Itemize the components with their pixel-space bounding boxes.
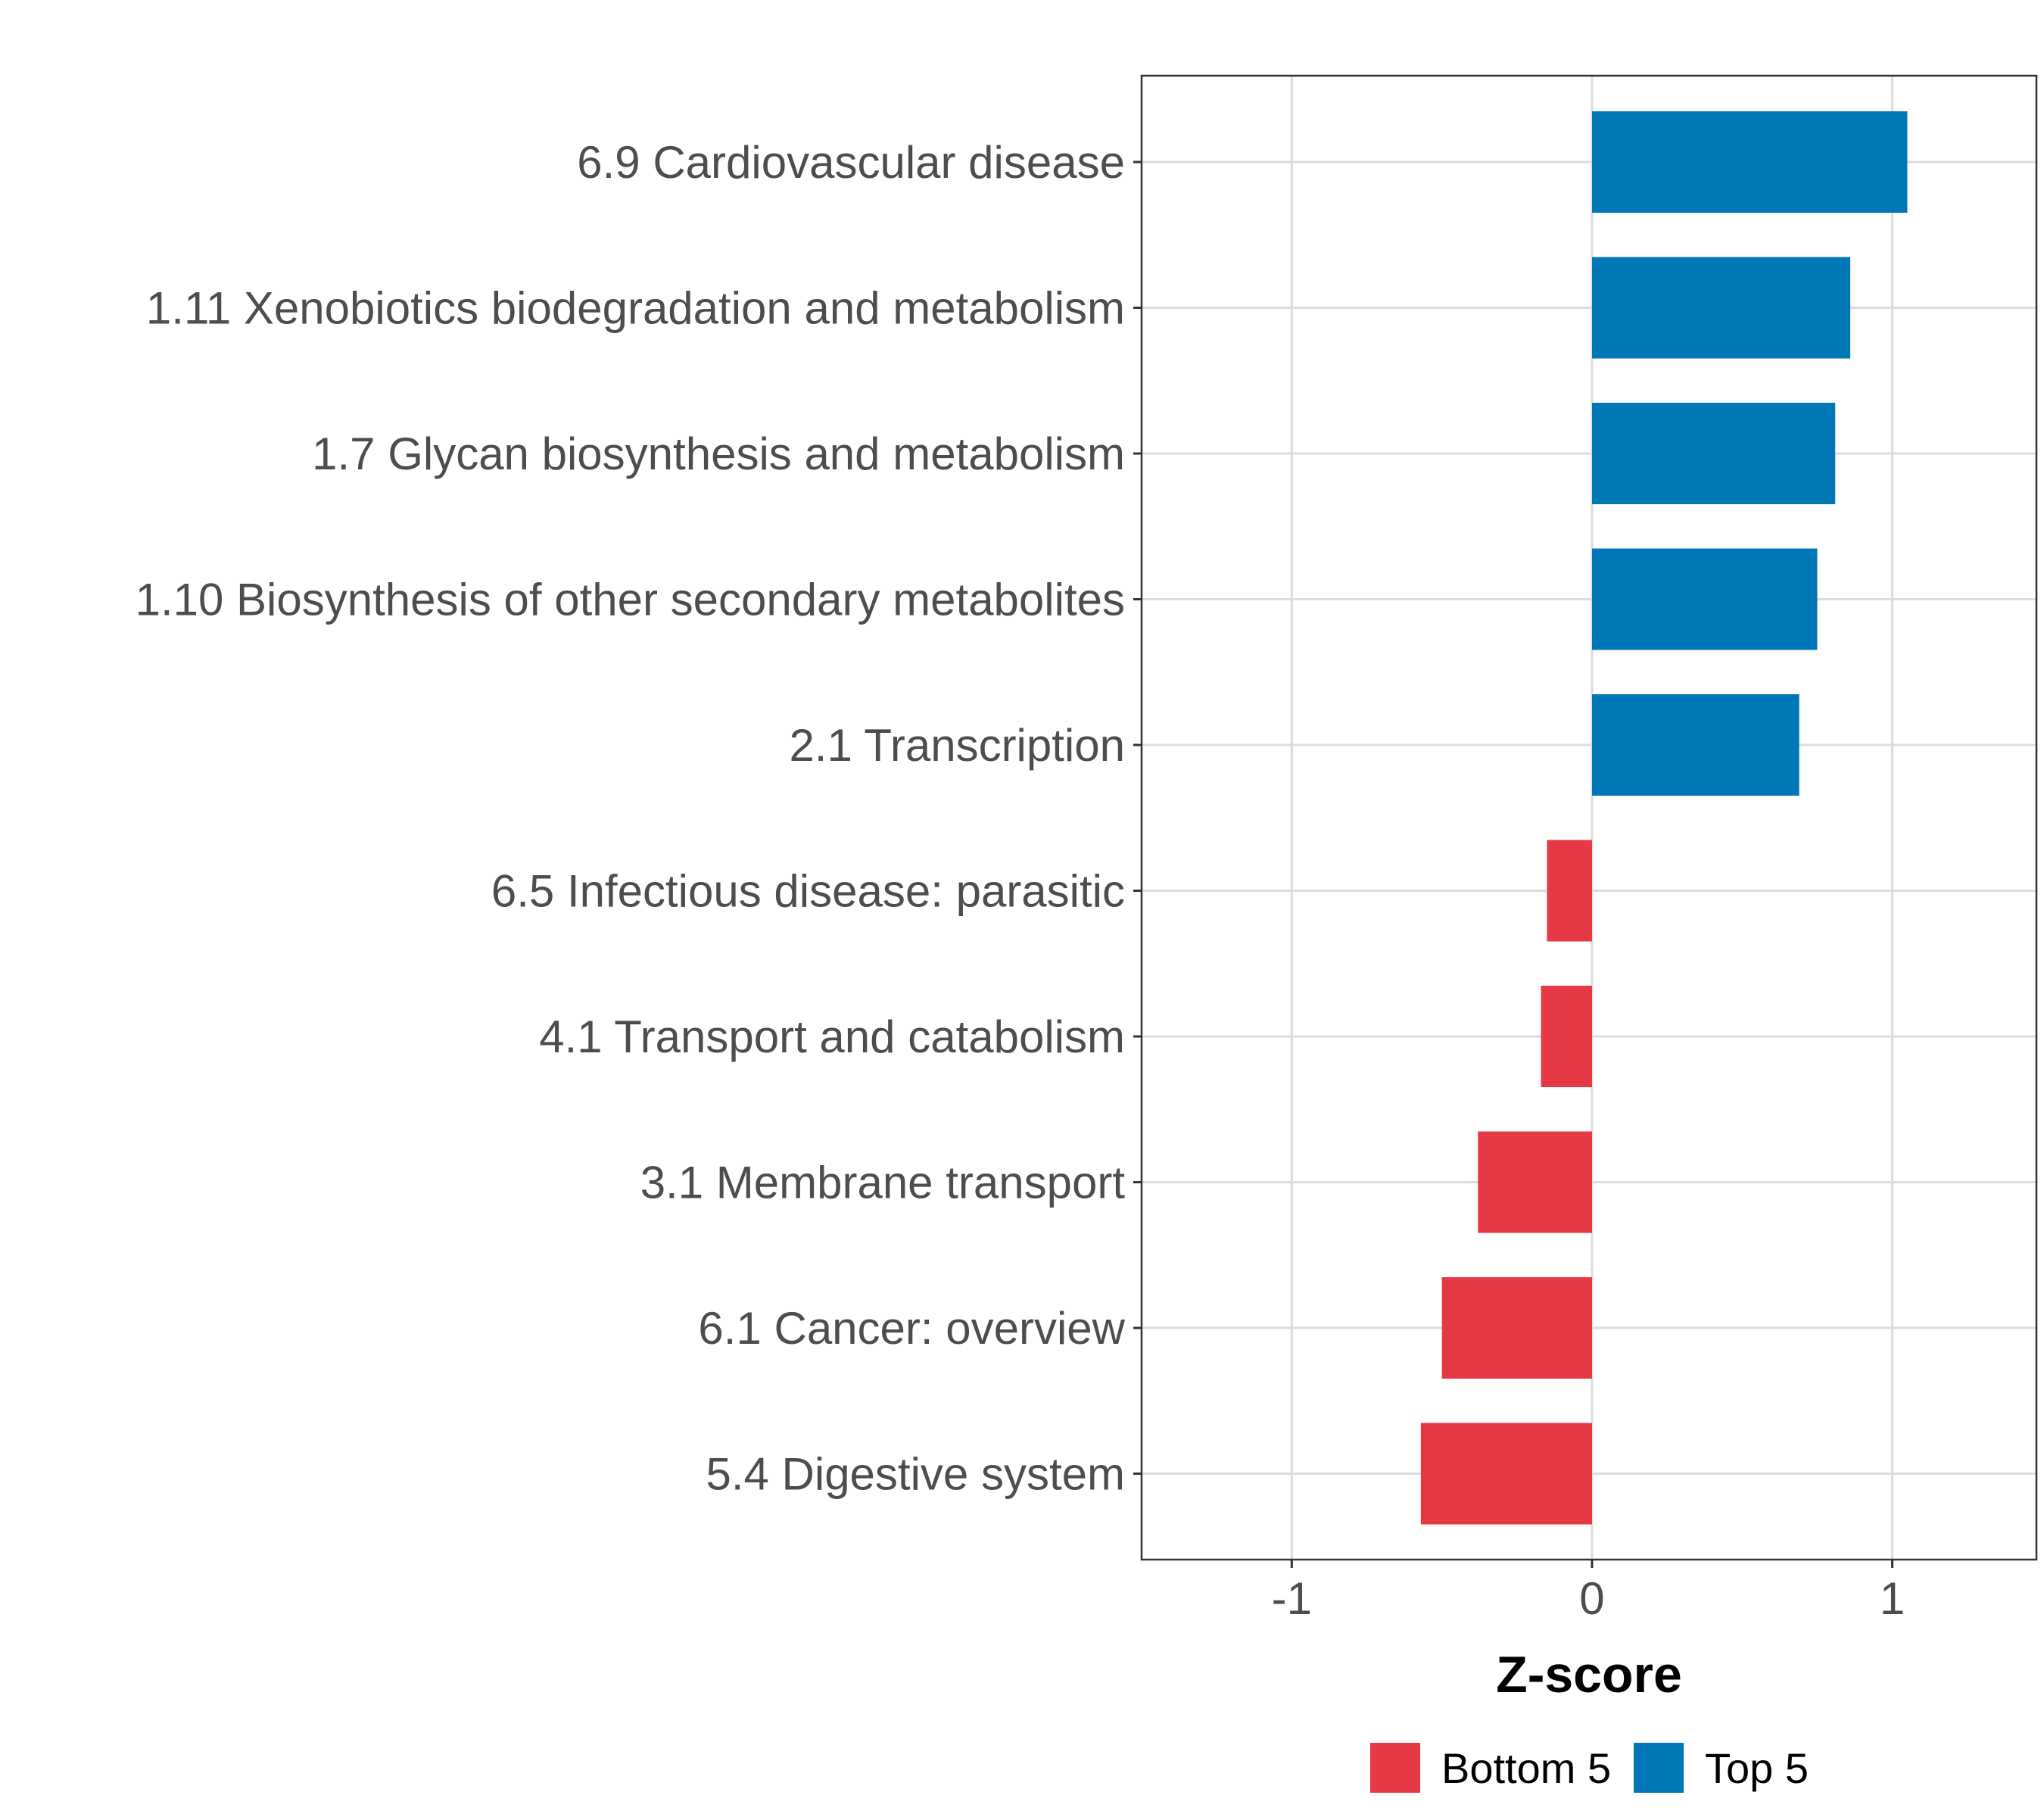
y-tick-label: 6.5 Infectious disease: parasitic [491,866,1125,917]
y-tick-label: 1.10 Biosynthesis of other secondary met… [136,575,1125,625]
x-axis-title: Z-score [1496,1646,1682,1703]
bar-bottom [1478,1131,1592,1233]
y-tick-label: 6.1 Cancer: overview [698,1303,1125,1354]
legend: Bottom 5 Top 5 [1370,1743,1809,1793]
bar-top [1591,111,1908,213]
legend-swatch [1634,1743,1684,1793]
legend-swatch [1370,1743,1420,1793]
y-tick-label: 5.4 Digestive system [706,1449,1125,1500]
bar-bottom [1541,986,1592,1087]
bar-top [1591,257,1851,359]
x-tick-label: 1 [1880,1573,1905,1624]
bar-top [1591,548,1818,650]
bar-bottom [1441,1277,1592,1379]
y-tick-label: 1.11 Xenobiotics biodegradation and meta… [146,283,1125,334]
legend-label: Top 5 [1705,1744,1809,1792]
bar-top [1591,694,1799,796]
y-tick-label: 6.9 Cardiovascular disease [577,137,1125,188]
y-axis: 6.9 Cardiovascular disease 1.11 Xenobioti… [136,137,1142,1500]
y-tick-label: 4.1 Transport and catabolism [539,1011,1125,1062]
x-tick-label: -1 [1272,1573,1312,1624]
y-tick-label: 1.7 Glycan biosynthesis and metabolism [312,429,1125,479]
bar-top [1591,403,1836,504]
y-tick-label: 2.1 Transcription [789,720,1125,771]
plot-panel-border [1140,74,2038,1561]
x-axis: -1 0 1 [1272,1560,1905,1624]
bar-bottom [1420,1423,1592,1525]
y-tick-label: 3.1 Membrane transport [640,1158,1126,1208]
bar-bottom [1547,840,1592,942]
legend-label: Bottom 5 [1441,1744,1611,1792]
x-tick-label: 0 [1579,1573,1604,1624]
bar-layer [1420,111,1908,1525]
